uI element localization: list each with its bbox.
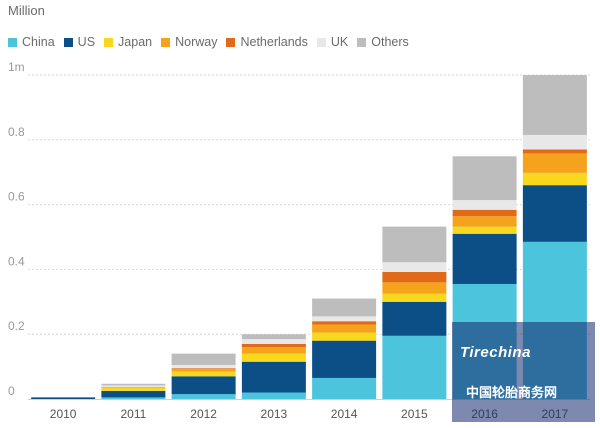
y-tick-label: 0.2 — [8, 319, 25, 333]
legend-swatch — [104, 37, 114, 47]
y-tick-label: 0 — [8, 384, 15, 398]
bar-segment-netherlands-2015 — [382, 271, 447, 283]
bar-segment-norway-2012 — [171, 369, 236, 372]
legend-item-uk: UK — [316, 35, 349, 49]
legend-swatch — [316, 37, 326, 47]
bar-segment-norway-2011 — [101, 387, 166, 388]
bar-segment-others-2012 — [171, 353, 236, 365]
bar-segment-us-2013 — [241, 361, 306, 393]
bar-segment-others-2017 — [522, 75, 587, 135]
bar-segment-uk-2013 — [241, 339, 306, 344]
bar-segment-china-2013 — [241, 392, 306, 399]
bar-segment-uk-2011 — [101, 385, 166, 388]
bar-segment-us-2017 — [522, 185, 587, 242]
bar-segment-uk-2012 — [171, 364, 236, 369]
bar-segment-others-2013 — [241, 334, 306, 340]
legend-label: Norway — [175, 35, 218, 49]
bar-segment-us-2014 — [312, 340, 377, 378]
bar-segment-netherlands-2014 — [312, 321, 377, 325]
bar-segment-japan-2016 — [452, 226, 517, 234]
bar-segment-norway-2015 — [382, 282, 447, 294]
bar-segment-others-2016 — [452, 156, 517, 201]
bar-segment-norway-2014 — [312, 324, 377, 333]
bar-segment-norway-2013 — [241, 347, 306, 354]
x-tick-label: 2014 — [331, 407, 358, 421]
bar-segment-china-2015 — [382, 335, 447, 399]
bar-segment-japan-2014 — [312, 332, 377, 341]
bar-segment-china-2012 — [171, 394, 236, 399]
legend-label: US — [77, 35, 96, 49]
bar-segment-us-2015 — [382, 301, 447, 336]
x-tick-label: 2011 — [120, 407, 146, 421]
watermark-logo — [452, 322, 595, 422]
bar-segment-japan-2013 — [241, 353, 306, 362]
watermark-logo-text: Tirechina — [460, 344, 531, 361]
bar-segment-netherlands-2016 — [452, 209, 517, 217]
legend-item-japan: Japan — [104, 35, 152, 49]
legend-item-netherlands: Netherlands — [226, 35, 308, 49]
bar-segment-us-2012 — [171, 376, 236, 395]
bar-segment-japan-2015 — [382, 293, 447, 302]
bar-segment-others-2011 — [101, 383, 166, 386]
bar-segment-japan-2011 — [101, 387, 166, 391]
legend-label: Japan — [118, 35, 153, 49]
bar-segment-others-2015 — [382, 226, 447, 263]
bar-segment-us-2016 — [452, 233, 517, 284]
bar-segment-uk-2015 — [382, 262, 447, 272]
y-tick-label: 0.6 — [8, 190, 25, 204]
bar-segment-uk-2016 — [452, 200, 517, 210]
watermark-tagline: 中国轮胎商务网 — [466, 385, 558, 400]
y-tick-label: 0.4 — [8, 254, 25, 268]
bar-segment-netherlands-2012 — [171, 368, 236, 370]
bar-segment-norway-2017 — [522, 153, 587, 173]
bar-segment-norway-2016 — [452, 216, 517, 227]
x-tick-label: 2012 — [190, 407, 217, 421]
y-tick-label: 0.8 — [8, 125, 25, 139]
legend-item-norway: Norway — [161, 35, 217, 49]
legend-swatch — [8, 37, 17, 47]
chart-legend: China US Japan Norway Netherlands UK Others — [8, 35, 409, 49]
legend-item-china: China — [8, 35, 55, 49]
unit-label: Million — [8, 3, 45, 18]
bar-segment-netherlands-2013 — [241, 343, 306, 348]
bar-segment-japan-2017 — [522, 172, 587, 186]
bar-segment-uk-2014 — [312, 316, 377, 322]
bar-segment-japan-2012 — [171, 371, 236, 377]
bar-segment-us-2010 — [31, 397, 96, 399]
legend-label: China — [22, 35, 55, 49]
x-tick-label: 2013 — [261, 407, 288, 421]
y-tick-label: 1m — [8, 60, 25, 74]
x-tick-label: 2015 — [401, 407, 428, 421]
legend-swatch — [161, 37, 171, 47]
legend-label: Netherlands — [240, 35, 308, 49]
legend-label: UK — [330, 35, 349, 49]
bar-segment-others-2014 — [312, 298, 377, 317]
bar-segment-us-2011 — [101, 390, 166, 398]
legend-label: Others — [371, 35, 409, 49]
legend-item-us: US — [63, 35, 96, 49]
x-tick-label: 2010 — [50, 407, 77, 421]
legend-item-others: Others — [357, 35, 409, 49]
bar-segment-netherlands-2017 — [522, 149, 587, 154]
legend-swatch — [357, 37, 367, 47]
bar-segment-uk-2017 — [522, 134, 587, 150]
legend-swatch — [226, 37, 236, 47]
bar-segment-china-2011 — [101, 397, 166, 399]
bar-segment-china-2014 — [312, 377, 377, 399]
legend-swatch — [63, 37, 73, 47]
